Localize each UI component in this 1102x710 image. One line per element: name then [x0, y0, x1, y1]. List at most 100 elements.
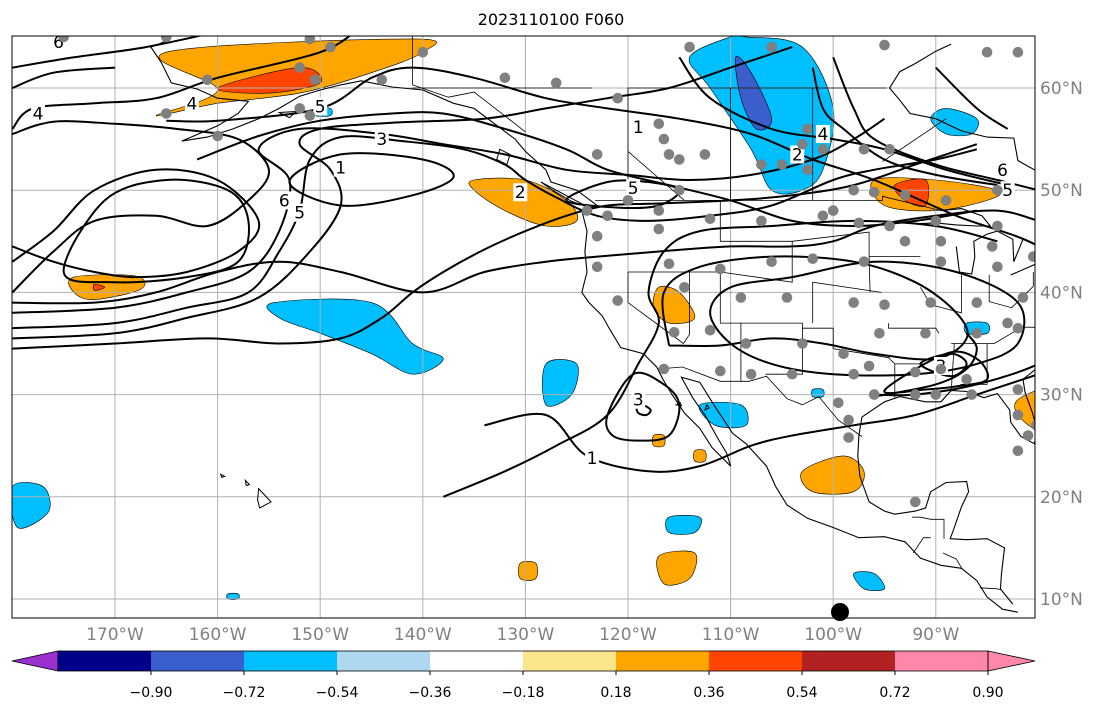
contour-label-bg [333, 158, 348, 177]
station-marker [884, 144, 895, 155]
gridlines [12, 36, 1035, 618]
border [942, 552, 963, 570]
station-marker [612, 92, 623, 104]
colorbar-tick-label: 0.18 [600, 685, 631, 701]
border [988, 272, 1034, 309]
station-marker [838, 348, 849, 360]
contour-label-bg [184, 94, 199, 113]
station-marker [499, 72, 511, 84]
contour-line [832, 56, 1035, 191]
station-marker [715, 365, 726, 377]
station-marker [843, 414, 854, 426]
lat-label: 60°N [1040, 79, 1083, 99]
border [740, 322, 803, 375]
contour-line [935, 66, 1009, 130]
station-marker [910, 496, 921, 508]
coastline [861, 369, 1035, 445]
station-marker [684, 41, 695, 53]
lon-label: 90°W [912, 625, 959, 645]
station-marker [704, 213, 716, 225]
station-marker [309, 74, 321, 86]
contour-label: 6 [279, 191, 290, 211]
station-marker [581, 205, 593, 216]
lon-label: 170°W [86, 625, 144, 645]
station-marker [304, 36, 316, 45]
station-marker [304, 110, 316, 121]
colorbar-segment [244, 651, 337, 671]
station-marker [971, 328, 983, 339]
station-marker [1002, 317, 1013, 329]
contour-line [484, 374, 1035, 473]
station-marker [1049, 251, 1060, 262]
map-area: 644531652152465331 [12, 36, 1060, 618]
station-marker [602, 210, 613, 222]
station-marker [674, 154, 685, 165]
station-marker [848, 184, 859, 196]
border [595, 195, 941, 211]
station-marker [294, 103, 306, 114]
shaded-field [12, 36, 1035, 600]
field-patch-orange [656, 550, 698, 586]
lon-label: 150°W [291, 625, 349, 645]
station-marker [1043, 262, 1054, 273]
contour-label: 2 [515, 183, 526, 203]
station-marker [802, 123, 813, 135]
colorbar-segment [616, 651, 709, 671]
coastlines [150, 40, 1035, 613]
lat-label: 10°N [1040, 590, 1083, 610]
border [979, 587, 1001, 591]
station-marker [930, 215, 942, 227]
colorbar-segment [58, 651, 151, 671]
contour-label: 4 [33, 105, 44, 125]
station-marker [781, 292, 793, 303]
contour-line [12, 209, 1035, 305]
station-marker [899, 190, 911, 201]
colorbar: −0.90 −0.72 −0.54 −0.36 −0.18 0.18 0.36 0.54 0.7… [11, 650, 1036, 701]
station-marker [848, 368, 859, 380]
border [792, 231, 871, 293]
field-patch-blue [930, 108, 979, 137]
field-patch-red [92, 283, 106, 291]
station-marker [858, 144, 870, 155]
contour-line [12, 143, 978, 350]
lon-label: 110°W [702, 625, 760, 645]
coastline [581, 292, 1019, 613]
island [257, 487, 272, 509]
colorbar-tick-label: 0.54 [786, 685, 817, 701]
map-frame [11, 35, 1036, 619]
border [412, 84, 526, 133]
field-patch-blue [266, 298, 444, 375]
border [912, 537, 931, 554]
contour-label-bg [513, 183, 528, 202]
station-marker [756, 159, 767, 170]
station-marker [797, 138, 808, 150]
station-marker [376, 74, 388, 86]
contour-label-bg [631, 390, 646, 409]
contour-label: 4 [187, 94, 198, 114]
station-marker [766, 41, 777, 53]
station-marker [868, 186, 880, 198]
station-marker [879, 39, 890, 51]
field-patch-blue [12, 482, 51, 529]
contours [12, 36, 1035, 498]
contour-line [12, 46, 793, 340]
station-marker [161, 108, 172, 119]
station-marker [417, 46, 429, 58]
station-marker [663, 258, 675, 270]
station-marker [935, 363, 947, 375]
lon-label: 100°W [804, 625, 862, 645]
station-marker [715, 263, 726, 275]
colorbar-tick-label: 0.36 [693, 685, 724, 701]
station-marker [612, 295, 623, 306]
station-marker [843, 432, 854, 443]
lat-label: 20°N [1040, 488, 1083, 508]
contour-label-bg [374, 130, 389, 149]
field-patch-blue [853, 571, 886, 591]
station-marker [925, 297, 936, 308]
contour-label: 3 [633, 391, 644, 411]
border [657, 366, 863, 437]
station-marker [58, 36, 69, 43]
contour-line [12, 66, 116, 89]
island [703, 403, 710, 411]
station-marker [863, 360, 875, 372]
